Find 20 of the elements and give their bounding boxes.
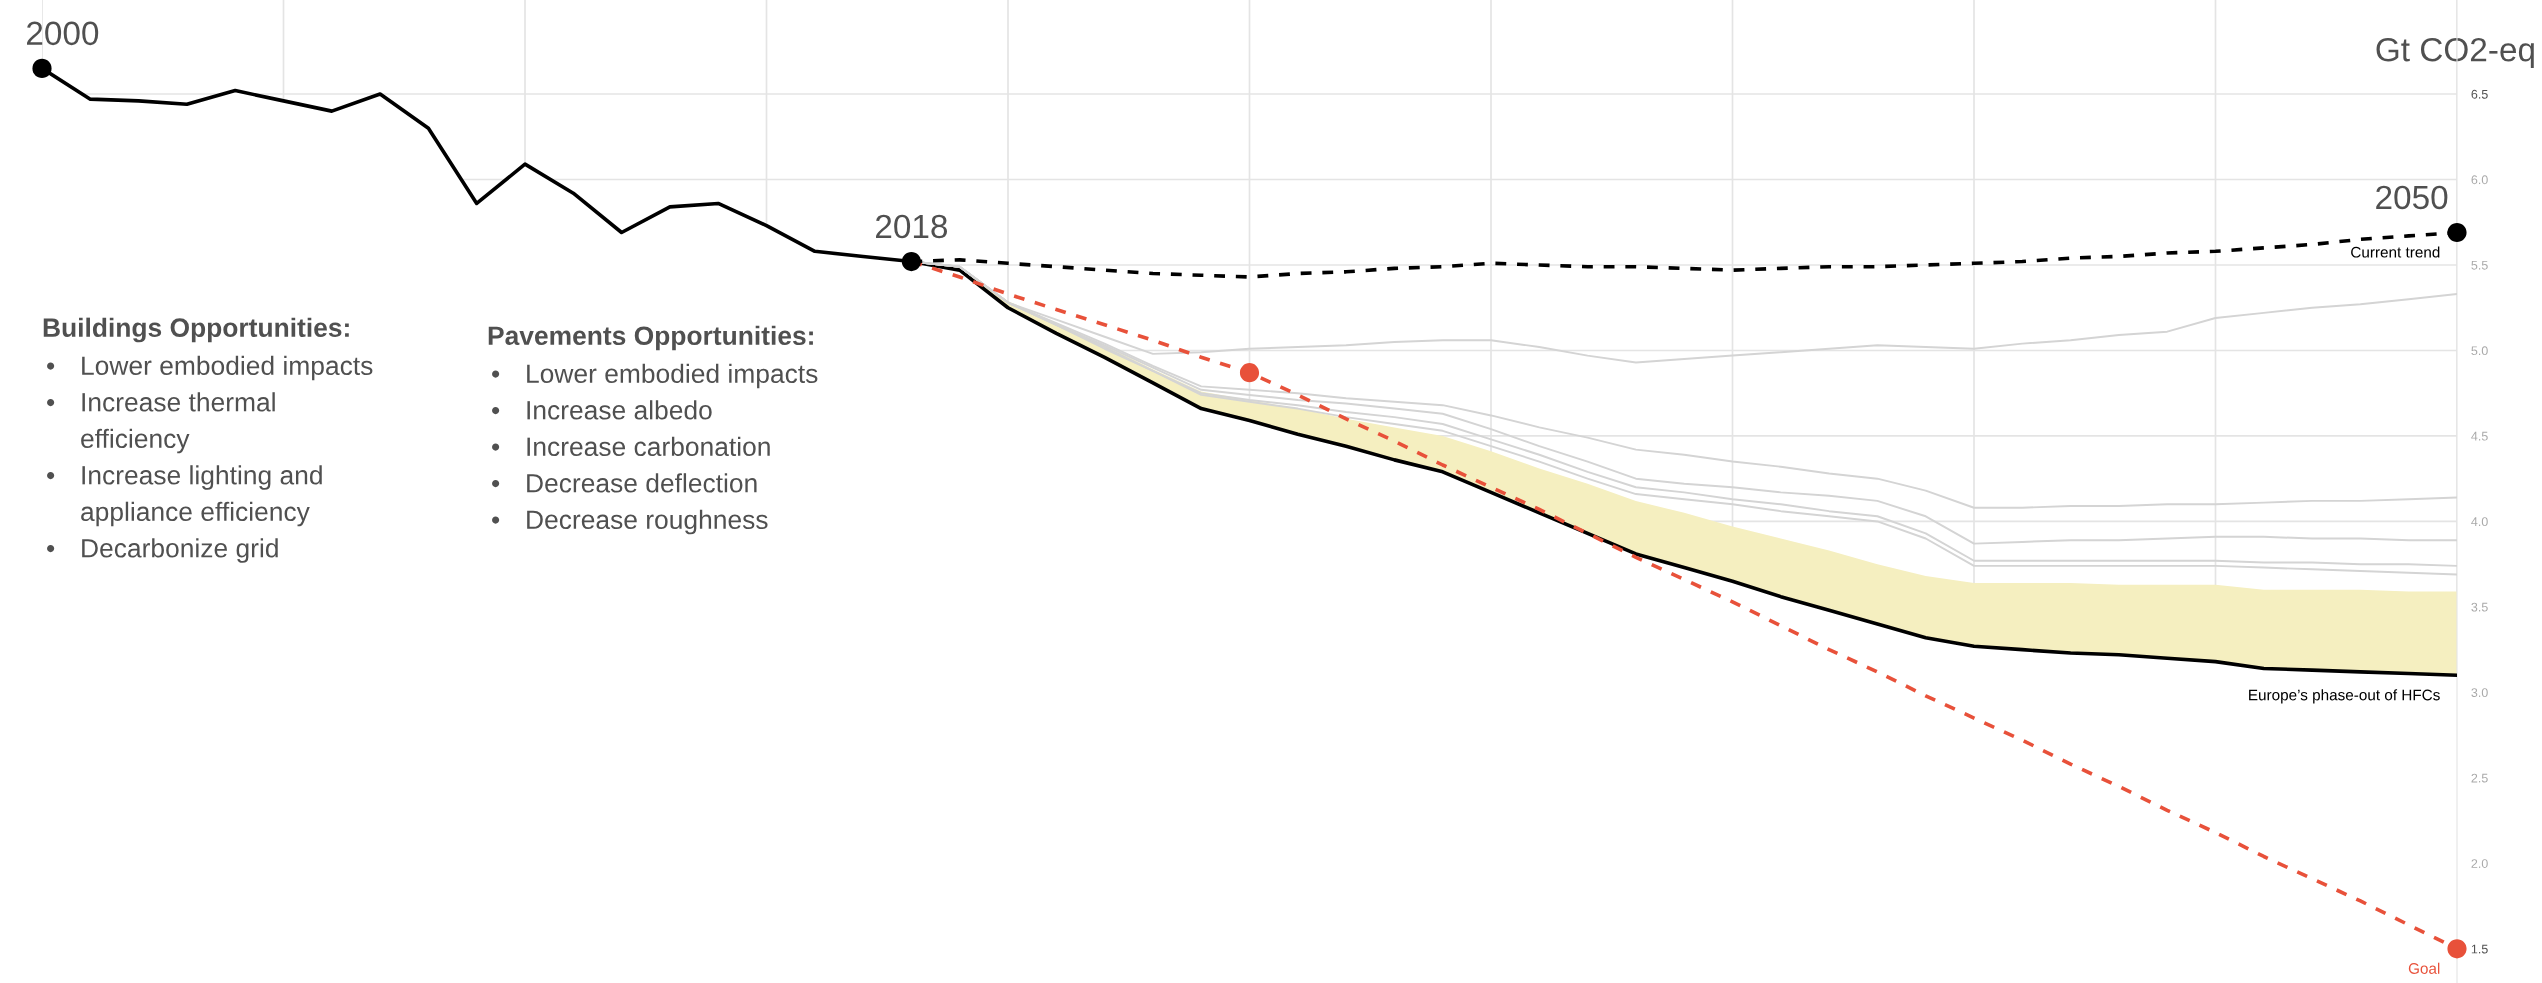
y-tick-label: 4.5 bbox=[2471, 431, 2488, 441]
y-tick-label: 3.5 bbox=[2471, 602, 2488, 612]
text: Buildings Opportunities: • Lower embodied impacts • Increase thermal efficiency • Increase lighting and appliance efficiency • Decarbonize grid bbox=[43, 317, 373, 563]
series-label: Current trend bbox=[2351, 246, 2440, 258]
y-tick-label: 6.0 bbox=[2471, 175, 2488, 185]
y-axis-title: Gt CO2-eq bbox=[2376, 37, 2534, 69]
annotation: 2000 bbox=[27, 21, 99, 46]
y-tick-label: 6.5 bbox=[2471, 89, 2488, 99]
annotation: 2018 bbox=[876, 214, 948, 239]
y-tick-label: 4.0 bbox=[2471, 517, 2488, 527]
y-tick-label: 5.5 bbox=[2471, 260, 2488, 270]
y-tick-label: 5.0 bbox=[2471, 346, 2488, 356]
series-label: Goal bbox=[2408, 962, 2440, 974]
y-tick-label: 2.5 bbox=[2471, 773, 2488, 783]
series-label: Europe’s phase-out of HFCs bbox=[2249, 689, 2440, 704]
y-tick-label: 3.0 bbox=[2471, 688, 2488, 698]
annotation: 2050 bbox=[2376, 185, 2448, 210]
y-tick-label: 1.5 bbox=[2471, 944, 2488, 954]
text: Pavements Opportunities: • Lower embodied impacts • Increase albedo • Increase carbonation • Decrease deflection • Decrease roughness bbox=[488, 325, 818, 535]
y-tick-label: 2.0 bbox=[2471, 859, 2488, 868]
